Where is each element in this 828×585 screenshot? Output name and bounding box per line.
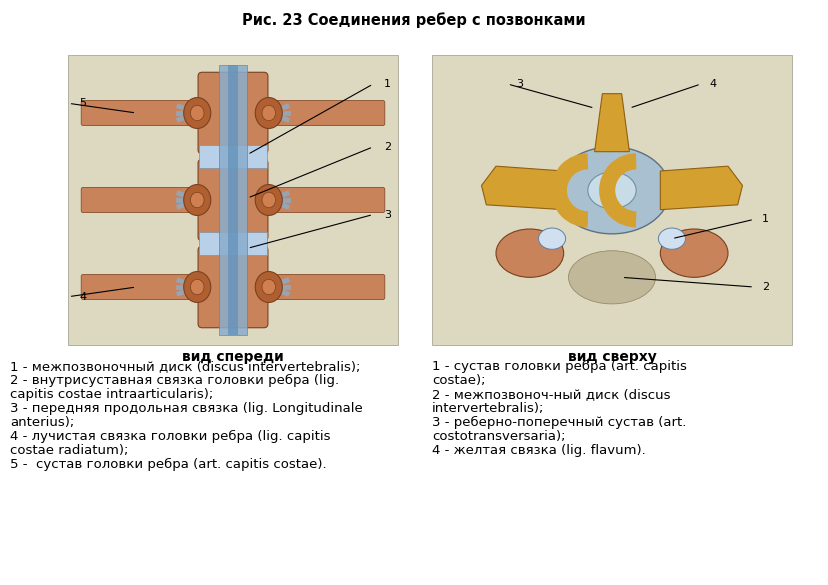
FancyBboxPatch shape [81, 274, 204, 300]
Text: 2: 2 [383, 142, 391, 152]
Text: 3: 3 [515, 79, 522, 89]
Text: 1: 1 [761, 214, 768, 224]
Text: intervertebralis);: intervertebralis); [431, 402, 544, 415]
Text: вид сверху: вид сверху [567, 350, 656, 364]
FancyBboxPatch shape [199, 145, 267, 168]
Text: 3: 3 [383, 209, 391, 219]
Ellipse shape [184, 98, 210, 129]
Ellipse shape [495, 229, 563, 277]
Text: 1: 1 [383, 79, 391, 89]
Text: 5 -  сустав головки ребра (art. capitis costae).: 5 - сустав головки ребра (art. capitis c… [10, 458, 326, 471]
FancyBboxPatch shape [262, 187, 384, 212]
Ellipse shape [660, 229, 727, 277]
Ellipse shape [262, 279, 275, 295]
Text: 2: 2 [761, 282, 768, 292]
FancyBboxPatch shape [262, 101, 384, 126]
Ellipse shape [657, 228, 685, 249]
Text: 2 - межпозвоноч-ный диск (discus: 2 - межпозвоноч-ный диск (discus [431, 388, 670, 401]
Ellipse shape [553, 147, 669, 234]
Ellipse shape [587, 172, 635, 209]
Ellipse shape [184, 184, 210, 215]
Ellipse shape [568, 251, 655, 304]
Text: 2 - внутрисуставная связка головки ребра (lig.: 2 - внутрисуставная связка головки ребра… [10, 374, 339, 387]
FancyBboxPatch shape [228, 65, 238, 335]
Ellipse shape [255, 98, 282, 129]
Text: capitis costae intraarticularis);: capitis costae intraarticularis); [10, 388, 213, 401]
Text: 1 - межпозвоночный диск (discus intervertebralis);: 1 - межпозвоночный диск (discus interver… [10, 360, 360, 373]
Ellipse shape [255, 271, 282, 302]
Text: вид спереди: вид спереди [182, 350, 283, 364]
FancyBboxPatch shape [262, 274, 384, 300]
Ellipse shape [255, 184, 282, 215]
Ellipse shape [262, 105, 275, 121]
Text: 4 - лучистая связка головки ребра (lig. capitis: 4 - лучистая связка головки ребра (lig. … [10, 430, 330, 443]
Ellipse shape [190, 105, 204, 121]
Text: costae radiatum);: costae radiatum); [10, 444, 128, 457]
Ellipse shape [190, 192, 204, 208]
Text: costotransversaria);: costotransversaria); [431, 430, 565, 443]
Text: costae);: costae); [431, 374, 485, 387]
Text: 1 - сустав головки ребра (art. capitis: 1 - сустав головки ребра (art. capitis [431, 360, 686, 373]
Polygon shape [594, 94, 628, 152]
Ellipse shape [190, 279, 204, 295]
Ellipse shape [184, 271, 210, 302]
FancyBboxPatch shape [219, 65, 246, 335]
FancyBboxPatch shape [81, 101, 204, 126]
Ellipse shape [262, 192, 275, 208]
Polygon shape [660, 166, 742, 209]
Text: anterius);: anterius); [10, 416, 75, 429]
FancyBboxPatch shape [199, 232, 267, 255]
Text: 4 - желтая связка (lig. flavum).: 4 - желтая связка (lig. flavum). [431, 444, 645, 457]
FancyBboxPatch shape [198, 246, 267, 328]
Text: 3 - передняя продольная связка (lig. Longitudinale: 3 - передняя продольная связка (lig. Lon… [10, 402, 363, 415]
Text: 4: 4 [79, 292, 87, 302]
Text: Рис. 23 Соединения ребер с позвонками: Рис. 23 Соединения ребер с позвонками [242, 12, 585, 27]
Polygon shape [481, 166, 563, 209]
Ellipse shape [538, 228, 565, 249]
FancyBboxPatch shape [431, 55, 791, 345]
FancyBboxPatch shape [198, 73, 267, 154]
Text: 4: 4 [708, 79, 715, 89]
FancyBboxPatch shape [198, 159, 267, 241]
FancyBboxPatch shape [81, 187, 204, 212]
Text: 5: 5 [79, 98, 87, 108]
Text: 3 - реберно-поперечный сустав (art.: 3 - реберно-поперечный сустав (art. [431, 416, 686, 429]
FancyBboxPatch shape [68, 55, 397, 345]
